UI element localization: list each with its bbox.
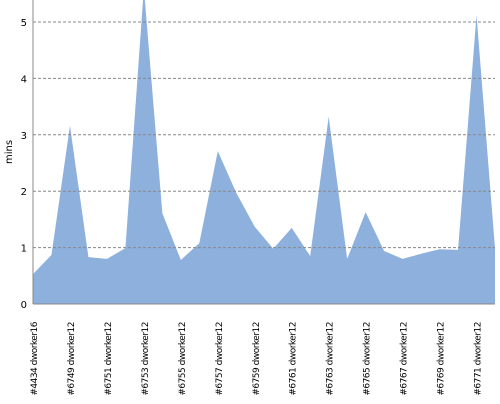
x-tick-label: #6757 dworker12 <box>215 322 225 396</box>
plot-area <box>33 0 495 304</box>
y-tick-label: 0 <box>21 300 27 311</box>
y-tick-label: 4 <box>21 74 27 85</box>
area <box>33 0 495 304</box>
x-tick-label: #6763 dworker12 <box>326 322 336 396</box>
x-tick-label: #6769 dworker12 <box>437 322 447 396</box>
x-tick-label: #6759 dworker12 <box>252 322 262 396</box>
y-tick-label: 3 <box>21 131 27 142</box>
y-tick-label: 2 <box>21 187 27 198</box>
x-tick-label: #6753 dworker12 <box>141 322 151 396</box>
x-tick-label: #6765 dworker12 <box>363 322 373 396</box>
y-tick-label: 1 <box>21 244 27 255</box>
x-tick-label: #6749 dworker12 <box>67 322 77 396</box>
y-axis-label: mins <box>4 140 15 164</box>
x-tick-label: #6761 dworker12 <box>289 322 299 396</box>
x-tick-label: #6751 dworker12 <box>104 322 114 396</box>
x-tick-label: #4434 dworker16 <box>30 321 40 395</box>
x-tick-label: #6767 dworker12 <box>400 322 410 396</box>
x-tick-label: #6755 dworker12 <box>178 322 188 396</box>
x-tick-label: #6771 dworker12 <box>474 322 484 396</box>
y-tick-label: 5 <box>21 18 27 29</box>
